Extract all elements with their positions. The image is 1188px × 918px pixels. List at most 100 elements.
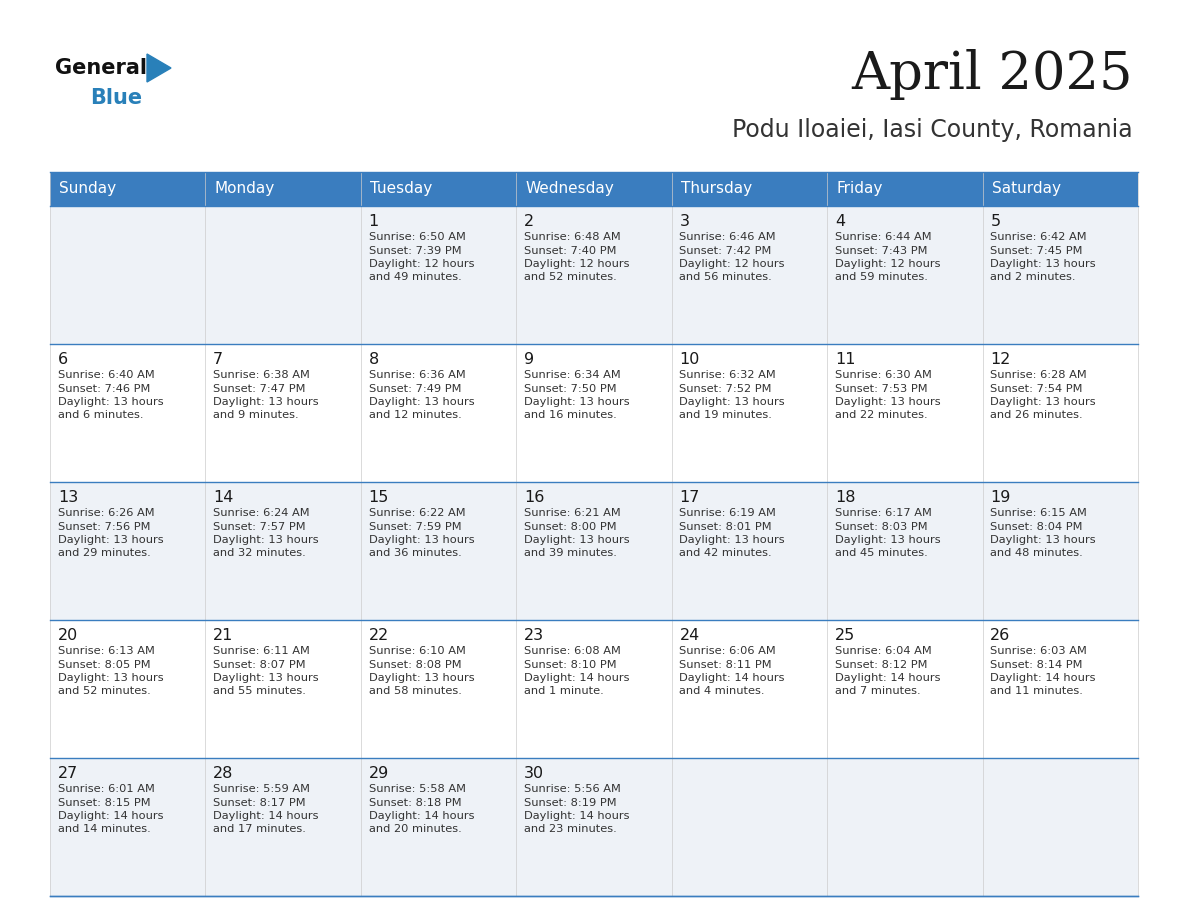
- Text: 30: 30: [524, 766, 544, 781]
- Text: Sunrise: 6:46 AM: Sunrise: 6:46 AM: [680, 232, 776, 242]
- Text: Sunrise: 6:48 AM: Sunrise: 6:48 AM: [524, 232, 621, 242]
- Text: Sunset: 7:46 PM: Sunset: 7:46 PM: [58, 384, 150, 394]
- Text: Daylight: 13 hours: Daylight: 13 hours: [213, 535, 318, 545]
- Text: Sunset: 8:00 PM: Sunset: 8:00 PM: [524, 521, 617, 532]
- Text: Sunset: 8:17 PM: Sunset: 8:17 PM: [213, 798, 305, 808]
- Text: 26: 26: [991, 628, 1011, 643]
- Text: Tuesday: Tuesday: [371, 182, 432, 196]
- FancyBboxPatch shape: [361, 206, 517, 344]
- Text: Daylight: 13 hours: Daylight: 13 hours: [213, 397, 318, 407]
- FancyBboxPatch shape: [206, 172, 361, 206]
- Text: Sunset: 7:52 PM: Sunset: 7:52 PM: [680, 384, 772, 394]
- Text: Sunrise: 6:17 AM: Sunrise: 6:17 AM: [835, 508, 931, 518]
- Text: Daylight: 14 hours: Daylight: 14 hours: [835, 673, 941, 683]
- Text: Sunrise: 6:10 AM: Sunrise: 6:10 AM: [368, 646, 466, 656]
- Text: and 23 minutes.: and 23 minutes.: [524, 824, 617, 834]
- Text: 6: 6: [58, 352, 68, 367]
- Text: 24: 24: [680, 628, 700, 643]
- Text: Sunset: 8:01 PM: Sunset: 8:01 PM: [680, 521, 772, 532]
- Text: and 2 minutes.: and 2 minutes.: [991, 273, 1076, 283]
- Text: 27: 27: [58, 766, 78, 781]
- FancyBboxPatch shape: [517, 620, 671, 758]
- Text: 29: 29: [368, 766, 388, 781]
- Text: Sunset: 7:56 PM: Sunset: 7:56 PM: [58, 521, 150, 532]
- Text: Sunset: 7:59 PM: Sunset: 7:59 PM: [368, 521, 461, 532]
- Text: Daylight: 13 hours: Daylight: 13 hours: [368, 673, 474, 683]
- Text: and 17 minutes.: and 17 minutes.: [213, 824, 307, 834]
- Text: and 26 minutes.: and 26 minutes.: [991, 410, 1083, 420]
- Text: Sunrise: 6:50 AM: Sunrise: 6:50 AM: [368, 232, 466, 242]
- FancyBboxPatch shape: [827, 482, 982, 620]
- Text: Sunset: 7:50 PM: Sunset: 7:50 PM: [524, 384, 617, 394]
- Text: Daylight: 13 hours: Daylight: 13 hours: [368, 397, 474, 407]
- Text: Sunset: 7:54 PM: Sunset: 7:54 PM: [991, 384, 1082, 394]
- FancyBboxPatch shape: [206, 206, 361, 344]
- Text: 4: 4: [835, 214, 845, 229]
- Text: Sunset: 8:12 PM: Sunset: 8:12 PM: [835, 659, 928, 669]
- Text: Daylight: 14 hours: Daylight: 14 hours: [991, 673, 1095, 683]
- Text: Monday: Monday: [215, 182, 274, 196]
- Polygon shape: [147, 54, 171, 82]
- Text: and 16 minutes.: and 16 minutes.: [524, 410, 617, 420]
- Text: 1: 1: [368, 214, 379, 229]
- Text: Sunset: 7:40 PM: Sunset: 7:40 PM: [524, 245, 617, 255]
- FancyBboxPatch shape: [671, 206, 827, 344]
- Text: Daylight: 13 hours: Daylight: 13 hours: [368, 535, 474, 545]
- Text: April 2025: April 2025: [852, 50, 1133, 100]
- Text: Sunset: 8:14 PM: Sunset: 8:14 PM: [991, 659, 1082, 669]
- FancyBboxPatch shape: [517, 482, 671, 620]
- Text: and 29 minutes.: and 29 minutes.: [58, 548, 151, 558]
- Text: and 19 minutes.: and 19 minutes.: [680, 410, 772, 420]
- Text: Daylight: 12 hours: Daylight: 12 hours: [835, 259, 941, 269]
- Text: Sunrise: 6:13 AM: Sunrise: 6:13 AM: [58, 646, 154, 656]
- Text: Sunset: 8:04 PM: Sunset: 8:04 PM: [991, 521, 1082, 532]
- Text: 25: 25: [835, 628, 855, 643]
- Text: Sunrise: 6:28 AM: Sunrise: 6:28 AM: [991, 370, 1087, 380]
- Text: Sunrise: 6:36 AM: Sunrise: 6:36 AM: [368, 370, 466, 380]
- Text: Sunset: 7:53 PM: Sunset: 7:53 PM: [835, 384, 928, 394]
- Text: Daylight: 13 hours: Daylight: 13 hours: [835, 397, 941, 407]
- FancyBboxPatch shape: [982, 758, 1138, 896]
- Text: 9: 9: [524, 352, 535, 367]
- Text: Friday: Friday: [836, 182, 883, 196]
- Text: Wednesday: Wednesday: [525, 182, 614, 196]
- Text: 13: 13: [58, 490, 78, 505]
- Text: Daylight: 13 hours: Daylight: 13 hours: [524, 535, 630, 545]
- Text: Daylight: 13 hours: Daylight: 13 hours: [213, 673, 318, 683]
- FancyBboxPatch shape: [50, 482, 206, 620]
- FancyBboxPatch shape: [517, 758, 671, 896]
- Text: and 11 minutes.: and 11 minutes.: [991, 687, 1083, 697]
- Text: 3: 3: [680, 214, 689, 229]
- Text: and 4 minutes.: and 4 minutes.: [680, 687, 765, 697]
- Text: Sunset: 8:08 PM: Sunset: 8:08 PM: [368, 659, 461, 669]
- Text: and 1 minute.: and 1 minute.: [524, 687, 604, 697]
- FancyBboxPatch shape: [517, 206, 671, 344]
- Text: Daylight: 13 hours: Daylight: 13 hours: [680, 535, 785, 545]
- Text: and 45 minutes.: and 45 minutes.: [835, 548, 928, 558]
- FancyBboxPatch shape: [50, 758, 206, 896]
- Text: Daylight: 13 hours: Daylight: 13 hours: [835, 535, 941, 545]
- FancyBboxPatch shape: [827, 620, 982, 758]
- FancyBboxPatch shape: [50, 206, 206, 344]
- FancyBboxPatch shape: [206, 758, 361, 896]
- FancyBboxPatch shape: [982, 206, 1138, 344]
- Text: Daylight: 14 hours: Daylight: 14 hours: [368, 811, 474, 821]
- Text: 21: 21: [213, 628, 234, 643]
- Text: Sunset: 8:03 PM: Sunset: 8:03 PM: [835, 521, 928, 532]
- Text: Daylight: 12 hours: Daylight: 12 hours: [680, 259, 785, 269]
- Text: Podu Iloaiei, Iasi County, Romania: Podu Iloaiei, Iasi County, Romania: [732, 118, 1133, 142]
- Text: Sunday: Sunday: [59, 182, 116, 196]
- Text: and 48 minutes.: and 48 minutes.: [991, 548, 1083, 558]
- Text: Daylight: 13 hours: Daylight: 13 hours: [58, 397, 164, 407]
- Text: and 9 minutes.: and 9 minutes.: [213, 410, 299, 420]
- Text: 11: 11: [835, 352, 855, 367]
- FancyBboxPatch shape: [206, 482, 361, 620]
- Text: 20: 20: [58, 628, 78, 643]
- Text: and 22 minutes.: and 22 minutes.: [835, 410, 928, 420]
- Text: Sunrise: 5:58 AM: Sunrise: 5:58 AM: [368, 784, 466, 794]
- Text: and 6 minutes.: and 6 minutes.: [58, 410, 144, 420]
- Text: and 20 minutes.: and 20 minutes.: [368, 824, 461, 834]
- FancyBboxPatch shape: [361, 172, 517, 206]
- FancyBboxPatch shape: [206, 344, 361, 482]
- Text: and 12 minutes.: and 12 minutes.: [368, 410, 461, 420]
